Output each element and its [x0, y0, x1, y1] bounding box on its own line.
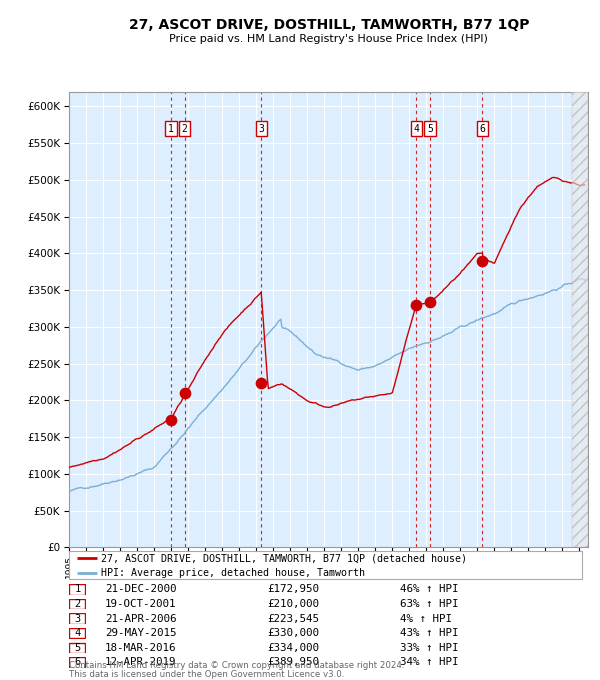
Point: [166, 415, 176, 426]
Point: [425, 296, 435, 307]
Text: 29-MAY-2015: 29-MAY-2015: [105, 628, 176, 639]
Text: 19-OCT-2001: 19-OCT-2001: [105, 599, 176, 609]
Text: 5: 5: [427, 124, 433, 133]
Text: 2: 2: [182, 124, 187, 133]
Text: £334,000: £334,000: [267, 643, 319, 653]
FancyBboxPatch shape: [70, 613, 85, 624]
FancyBboxPatch shape: [69, 551, 582, 579]
FancyBboxPatch shape: [70, 628, 85, 639]
FancyBboxPatch shape: [70, 599, 85, 609]
Text: 4: 4: [74, 628, 80, 639]
Point: [256, 377, 266, 388]
Text: £330,000: £330,000: [267, 628, 319, 639]
Text: 1: 1: [168, 124, 174, 133]
Text: £172,950: £172,950: [267, 584, 319, 594]
Text: This data is licensed under the Open Government Licence v3.0.: This data is licensed under the Open Gov…: [69, 670, 344, 679]
FancyBboxPatch shape: [70, 658, 85, 668]
Text: 18-MAR-2016: 18-MAR-2016: [105, 643, 176, 653]
Text: 34% ↑ HPI: 34% ↑ HPI: [387, 658, 458, 668]
Text: 43% ↑ HPI: 43% ↑ HPI: [387, 628, 458, 639]
Text: 27, ASCOT DRIVE, DOSTHILL, TAMWORTH, B77 1QP: 27, ASCOT DRIVE, DOSTHILL, TAMWORTH, B77…: [128, 18, 529, 32]
Text: 4: 4: [413, 124, 419, 133]
Text: £223,545: £223,545: [267, 613, 319, 624]
Text: Contains HM Land Registry data © Crown copyright and database right 2024.: Contains HM Land Registry data © Crown c…: [69, 661, 404, 670]
Text: 3: 3: [259, 124, 264, 133]
Text: 5: 5: [74, 643, 80, 653]
Text: Price paid vs. HM Land Registry's House Price Index (HPI): Price paid vs. HM Land Registry's House …: [169, 35, 488, 44]
Text: £389,950: £389,950: [267, 658, 319, 668]
Text: 1: 1: [74, 584, 80, 594]
Point: [412, 299, 421, 310]
Text: HPI: Average price, detached house, Tamworth: HPI: Average price, detached house, Tamw…: [101, 568, 365, 577]
Text: 3: 3: [74, 613, 80, 624]
Point: [478, 256, 487, 267]
Text: 21-APR-2006: 21-APR-2006: [105, 613, 176, 624]
Text: 21-DEC-2000: 21-DEC-2000: [105, 584, 176, 594]
FancyBboxPatch shape: [70, 643, 85, 653]
FancyBboxPatch shape: [70, 584, 85, 594]
Text: 4% ↑ HPI: 4% ↑ HPI: [387, 613, 452, 624]
Text: 6: 6: [479, 124, 485, 133]
Text: 27, ASCOT DRIVE, DOSTHILL, TAMWORTH, B77 1QP (detached house): 27, ASCOT DRIVE, DOSTHILL, TAMWORTH, B77…: [101, 554, 467, 563]
Text: 12-APR-2019: 12-APR-2019: [105, 658, 176, 668]
Text: 46% ↑ HPI: 46% ↑ HPI: [387, 584, 458, 594]
Text: 63% ↑ HPI: 63% ↑ HPI: [387, 599, 458, 609]
Text: 6: 6: [74, 658, 80, 668]
Text: 2: 2: [74, 599, 80, 609]
Text: £210,000: £210,000: [267, 599, 319, 609]
Text: 33% ↑ HPI: 33% ↑ HPI: [387, 643, 458, 653]
Point: [180, 388, 190, 398]
